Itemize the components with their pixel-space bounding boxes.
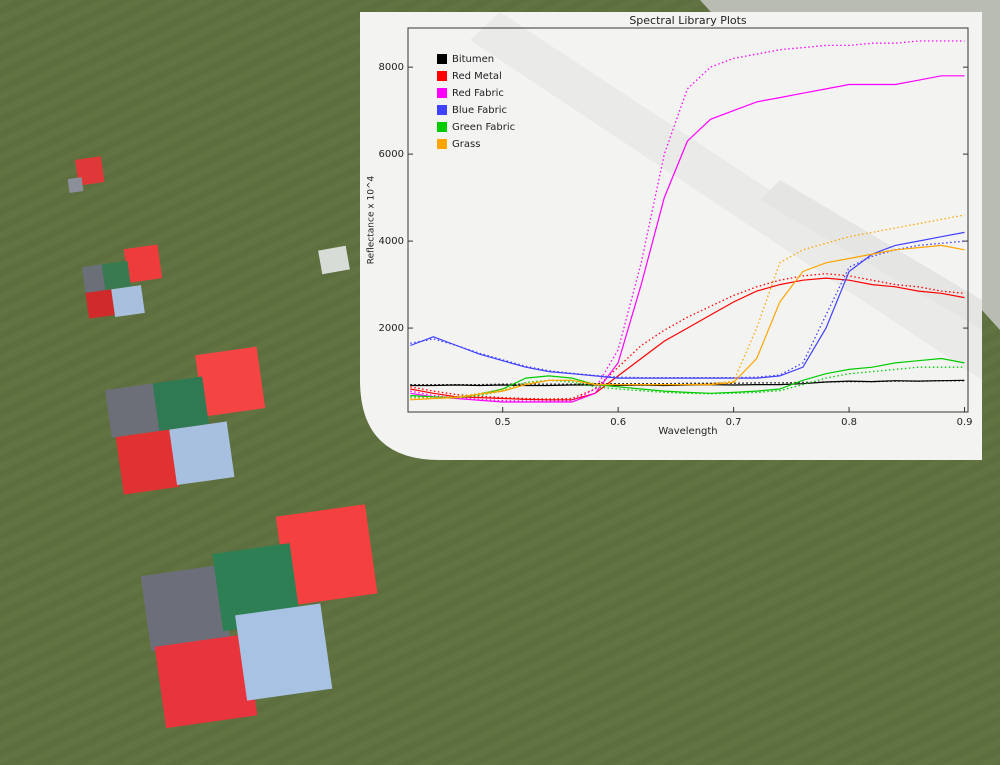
chart-title: Spectral Library Plots — [629, 14, 747, 27]
legend-label: Bitumen — [452, 54, 494, 65]
x-tick-label: 0.8 — [841, 417, 857, 428]
legend-swatch — [437, 54, 447, 64]
legend-swatch — [437, 88, 447, 98]
reference-line — [410, 380, 965, 386]
y-tick-label: 8000 — [379, 62, 404, 73]
x-tick-label: 0.5 — [495, 417, 511, 428]
plot-frame — [407, 27, 969, 413]
series-line — [410, 244, 965, 401]
x-axis-label: Wavelength — [658, 426, 717, 437]
reference-line — [410, 214, 965, 400]
reference-line — [410, 273, 965, 400]
y-axis-label: Reflectance x 10^4 — [367, 175, 377, 264]
legend-swatch — [437, 122, 447, 132]
x-tick-label: 0.7 — [726, 417, 742, 428]
x-tick-label: 0.6 — [610, 417, 626, 428]
legend-label: Red Fabric — [452, 88, 504, 99]
legend-swatch — [437, 105, 447, 115]
legend-swatch — [437, 71, 447, 81]
x-tick-label: 0.9 — [957, 417, 973, 428]
legend-label: Red Metal — [452, 71, 502, 82]
y-tick-label: 2000 — [379, 323, 404, 334]
series-line — [410, 357, 965, 399]
y-tick-label: 4000 — [379, 236, 404, 247]
legend-swatch — [437, 139, 447, 149]
series-line — [410, 277, 965, 401]
legend-label: Grass — [452, 139, 480, 150]
legend-label: Green Fabric — [452, 122, 515, 133]
reference-line — [410, 40, 965, 402]
reference-line — [410, 240, 965, 379]
chart-panel — [360, 12, 982, 460]
legend-label: Blue Fabric — [452, 105, 507, 116]
series-line — [410, 75, 965, 403]
y-tick-label: 6000 — [379, 149, 404, 160]
